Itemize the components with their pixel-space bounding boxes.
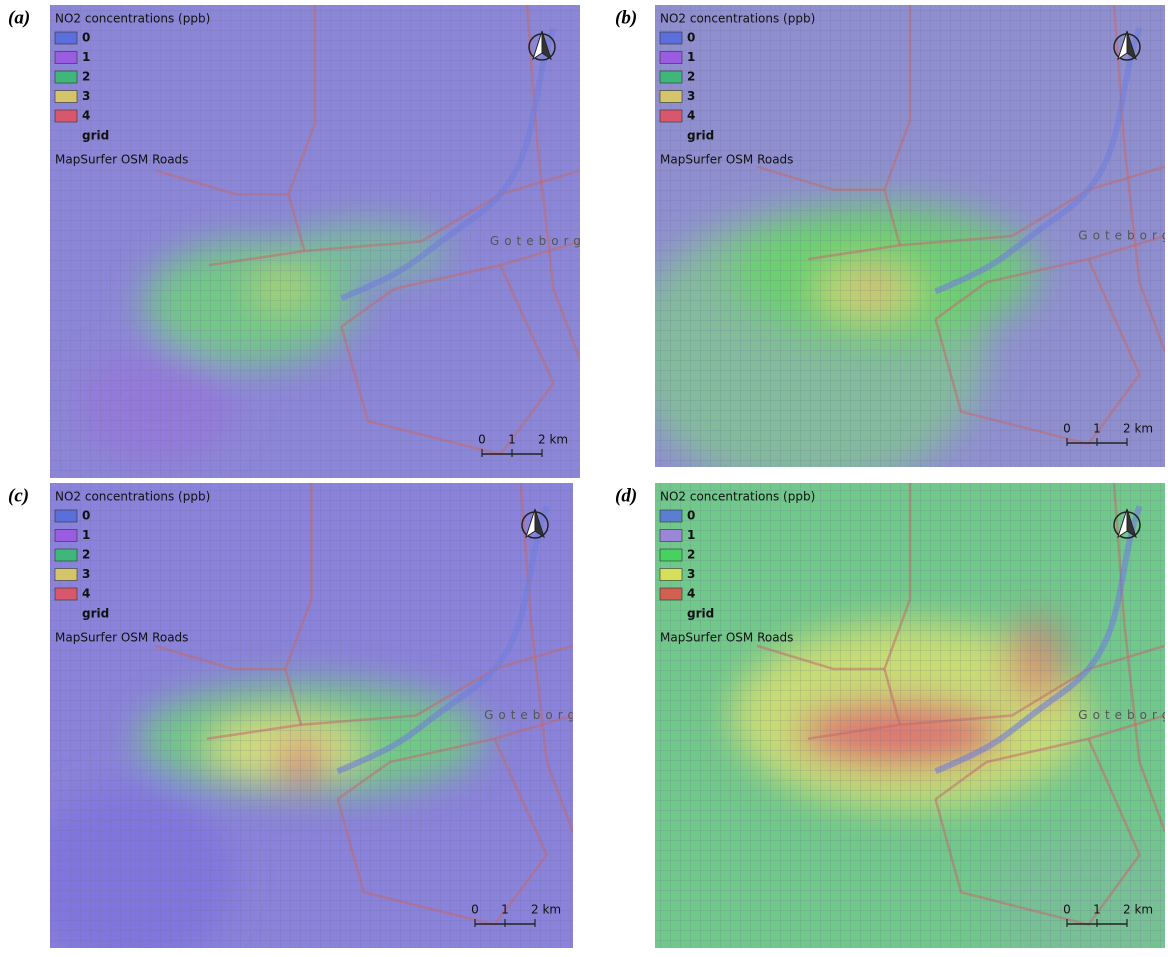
legend-title: NO2 concentrations (ppb) bbox=[55, 12, 210, 26]
legend-swatch bbox=[660, 52, 682, 64]
scale-label: 1 bbox=[1093, 903, 1101, 917]
map-panel: (c) Goteborg NO2 concentrations (ppb) 0 1 2 3 4… bbox=[8, 483, 580, 953]
city-label: Goteborg bbox=[490, 234, 586, 248]
basemap-label: MapSurfer OSM Roads bbox=[660, 631, 793, 645]
scale-label: 0 bbox=[478, 433, 486, 447]
scale-label: 0 bbox=[1063, 903, 1071, 917]
map-panel: (a) Goteborg NO2 concentrations (ppb) 0 1 2 3 4… bbox=[8, 5, 586, 478]
scale-label: 1 bbox=[1093, 422, 1101, 436]
legend-label: 1 bbox=[82, 50, 90, 64]
legend-grid-label: grid bbox=[82, 129, 109, 143]
scale-label: 2 km bbox=[531, 903, 561, 917]
legend-label: 1 bbox=[687, 528, 695, 542]
legend-label: 0 bbox=[82, 31, 90, 45]
panel-label: (b) bbox=[615, 7, 637, 28]
legend-label: 4 bbox=[687, 587, 695, 601]
legend-label: 1 bbox=[82, 528, 90, 542]
scale-label: 0 bbox=[1063, 422, 1071, 436]
legend-swatch bbox=[660, 91, 682, 103]
legend-label: 0 bbox=[687, 509, 695, 523]
map: Goteborg bbox=[50, 5, 586, 478]
legend-label: 4 bbox=[687, 109, 695, 123]
legend-swatch bbox=[660, 569, 682, 581]
legend-title: NO2 concentrations (ppb) bbox=[660, 12, 815, 26]
legend-label: 4 bbox=[82, 587, 90, 601]
legend-label: 2 bbox=[82, 70, 90, 84]
legend-title: NO2 concentrations (ppb) bbox=[55, 490, 210, 504]
basemap-label: MapSurfer OSM Roads bbox=[55, 153, 188, 167]
legend-label: 2 bbox=[82, 548, 90, 562]
map: Goteborg bbox=[24, 483, 580, 953]
scale-label: 2 km bbox=[1123, 422, 1153, 436]
city-label: Goteborg bbox=[1078, 708, 1168, 722]
map-panel: (d) Goteborg NO2 concentrations (ppb) 0 1 2 3 4… bbox=[615, 483, 1168, 953]
legend-label: 2 bbox=[687, 548, 695, 562]
legend-swatch bbox=[660, 110, 682, 122]
scale-label: 2 km bbox=[1123, 903, 1153, 917]
legend-swatch bbox=[660, 588, 682, 600]
panel-label: (a) bbox=[8, 7, 30, 28]
legend-label: 3 bbox=[82, 567, 90, 581]
legend-grid-label: grid bbox=[82, 607, 109, 621]
legend-swatch bbox=[55, 588, 77, 600]
map: Goteborg bbox=[630, 5, 1168, 490]
city-label: Goteborg bbox=[484, 708, 580, 722]
legend-label: 2 bbox=[687, 70, 695, 84]
legend-swatch bbox=[55, 91, 77, 103]
legend-label: 3 bbox=[82, 89, 90, 103]
scale-label: 1 bbox=[508, 433, 516, 447]
legend-grid-label: grid bbox=[687, 607, 714, 621]
legend-label: 1 bbox=[687, 50, 695, 64]
legend-swatch bbox=[660, 71, 682, 83]
basemap-label: MapSurfer OSM Roads bbox=[55, 631, 188, 645]
map: Goteborg bbox=[655, 483, 1168, 953]
city-label: Goteborg bbox=[1078, 229, 1168, 243]
legend-swatch bbox=[660, 530, 682, 542]
basemap-label: MapSurfer OSM Roads bbox=[660, 153, 793, 167]
legend-swatch bbox=[55, 569, 77, 581]
map-panel: (b) Goteborg NO2 concentrations (ppb) 0 1 2 3 4… bbox=[615, 5, 1168, 490]
legend-label: 3 bbox=[687, 567, 695, 581]
legend-swatch bbox=[55, 530, 77, 542]
legend-swatch bbox=[660, 32, 682, 44]
legend-label: 4 bbox=[82, 109, 90, 123]
panel-label: (d) bbox=[615, 485, 637, 506]
legend-label: 0 bbox=[82, 509, 90, 523]
legend-swatch bbox=[55, 52, 77, 64]
scale-label: 0 bbox=[471, 903, 479, 917]
legend-title: NO2 concentrations (ppb) bbox=[660, 490, 815, 504]
legend-swatch bbox=[660, 549, 682, 561]
panel-label: (c) bbox=[8, 485, 29, 506]
scale-label: 2 km bbox=[538, 433, 568, 447]
legend-swatch bbox=[660, 510, 682, 522]
scale-label: 1 bbox=[501, 903, 509, 917]
legend-swatch bbox=[55, 110, 77, 122]
legend-swatch bbox=[55, 549, 77, 561]
legend-swatch bbox=[55, 510, 77, 522]
legend-label: 0 bbox=[687, 31, 695, 45]
legend-grid-label: grid bbox=[687, 129, 714, 143]
legend-swatch bbox=[55, 32, 77, 44]
legend-swatch bbox=[55, 71, 77, 83]
legend-label: 3 bbox=[687, 89, 695, 103]
